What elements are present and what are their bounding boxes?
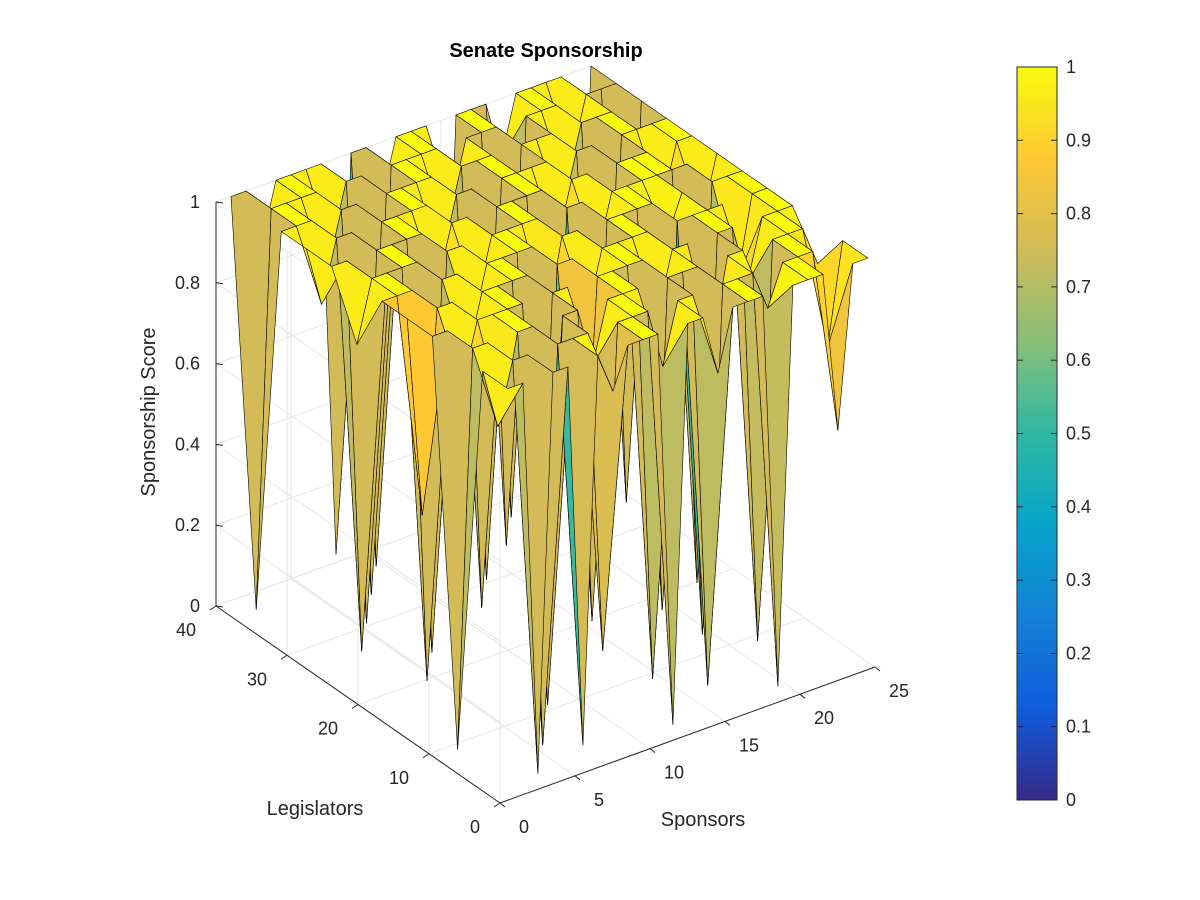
x-tick-label: 20 xyxy=(814,708,834,728)
y-tick-mark xyxy=(351,704,359,709)
z-tick-mark xyxy=(215,201,224,204)
z-tick-mark xyxy=(215,524,224,527)
y-tick-mark xyxy=(280,654,288,660)
y-tick-mark xyxy=(493,802,501,808)
surface-plot xyxy=(230,65,869,774)
x-axis-ticks: 0 5 10 15 20 25 xyxy=(499,666,909,837)
chart-title: Senate Sponsorship xyxy=(449,40,642,62)
z-tick-mark xyxy=(215,605,224,608)
surface-face xyxy=(482,370,524,428)
z-tick-label: 0.4 xyxy=(175,434,200,454)
y-tick-mark xyxy=(422,753,430,759)
y-axis-ticks: 0 10 20 30 40 xyxy=(176,605,501,837)
colorbar-tick-label: 0.8 xyxy=(1066,204,1091,224)
colorbar-tick-label: 0.6 xyxy=(1066,350,1091,370)
grid-line xyxy=(428,617,805,755)
x-tick-label: 0 xyxy=(519,817,529,837)
y-tick-mark xyxy=(209,605,217,611)
z-axis-label: Sponsorship Score xyxy=(138,328,160,497)
y-tick-label: 20 xyxy=(318,719,338,739)
x-tick-mark xyxy=(574,775,581,781)
z-tick-label: 0.8 xyxy=(175,273,200,293)
x-tick-label: 5 xyxy=(594,790,604,810)
x-tick-label: 10 xyxy=(664,763,684,783)
z-tick-label: 1 xyxy=(190,192,200,212)
x-tick-label: 25 xyxy=(889,681,909,701)
colorbar-tick-label: 0 xyxy=(1066,790,1076,810)
z-tick-mark xyxy=(215,443,224,446)
z-tick-label: 0.6 xyxy=(175,354,200,374)
z-tick-mark xyxy=(215,363,224,366)
x-tick-mark xyxy=(649,748,656,753)
y-tick-label: 40 xyxy=(176,620,196,640)
z-axis-ticks: 0 0.2 0.4 0.6 0.8 1 xyxy=(175,192,224,616)
colorbar-tick-label: 0.1 xyxy=(1066,717,1091,737)
y-axis-label: Legislators xyxy=(267,798,364,820)
colorbar-tick-label: 0.3 xyxy=(1066,570,1091,590)
y-tick-label: 0 xyxy=(470,817,480,837)
colorbar-tick-label: 0.2 xyxy=(1066,643,1091,663)
x-axis-label: Sponsors xyxy=(661,809,746,831)
colorbar-tick-label: 0.7 xyxy=(1066,277,1091,297)
colorbar-tick-label: 0.4 xyxy=(1066,497,1091,517)
z-tick-mark xyxy=(215,282,224,285)
colorbar-tick-label: 1 xyxy=(1066,57,1076,77)
axis-line xyxy=(499,666,876,804)
colorbar-ticks: 0 0.1 0.2 0.3 0.4 0.5 0.6 0.7 0.8 0.9 1 xyxy=(1017,57,1091,810)
colorbar: 0 0.1 0.2 0.3 0.4 0.5 0.6 0.7 0.8 0.9 1 xyxy=(1016,57,1091,810)
y-tick-label: 10 xyxy=(389,768,409,788)
x-tick-mark xyxy=(874,666,881,672)
x-tick-mark xyxy=(724,721,731,726)
colorbar-tick-label: 0.9 xyxy=(1066,130,1091,150)
y-tick-label: 30 xyxy=(247,669,267,689)
x-tick-mark xyxy=(799,693,806,699)
x-tick-label: 15 xyxy=(739,735,759,755)
z-tick-label: 0.2 xyxy=(175,515,200,535)
z-tick-label: 0 xyxy=(190,596,200,616)
colorbar-tick-label: 0.5 xyxy=(1066,424,1091,444)
x-tick-mark xyxy=(499,802,506,808)
